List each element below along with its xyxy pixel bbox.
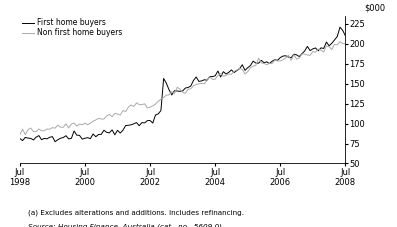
Non first home buyers	[221, 75, 225, 78]
Non first home buyers	[321, 51, 326, 53]
First home buyers	[96, 133, 101, 136]
First home buyers	[53, 140, 58, 143]
First home buyers	[17, 137, 22, 140]
Non first home buyers	[237, 67, 242, 70]
First home buyers	[324, 41, 329, 43]
Non first home buyers	[343, 43, 348, 45]
First home buyers	[224, 73, 228, 75]
Non first home buyers	[156, 100, 160, 103]
Non first home buyers	[50, 126, 55, 129]
Text: Source: Housing Finance, Australia (cat.  no.  5609.0): Source: Housing Finance, Australia (cat.…	[28, 223, 222, 227]
Line: Non first home buyers: Non first home buyers	[20, 42, 345, 135]
Legend: First home buyers, Non first home buyers: First home buyers, Non first home buyers	[21, 17, 123, 38]
First home buyers	[50, 135, 55, 138]
Y-axis label: $000: $000	[364, 4, 385, 13]
Line: First home buyers: First home buyers	[20, 27, 345, 142]
First home buyers	[240, 63, 245, 66]
Text: (a) Excludes alterations and additions. Includes refinancing.: (a) Excludes alterations and additions. …	[28, 210, 244, 217]
Non first home buyers	[17, 133, 22, 136]
First home buyers	[343, 35, 348, 37]
First home buyers	[158, 109, 163, 112]
First home buyers	[337, 26, 342, 29]
Non first home buyers	[93, 118, 98, 121]
Non first home buyers	[337, 40, 342, 43]
